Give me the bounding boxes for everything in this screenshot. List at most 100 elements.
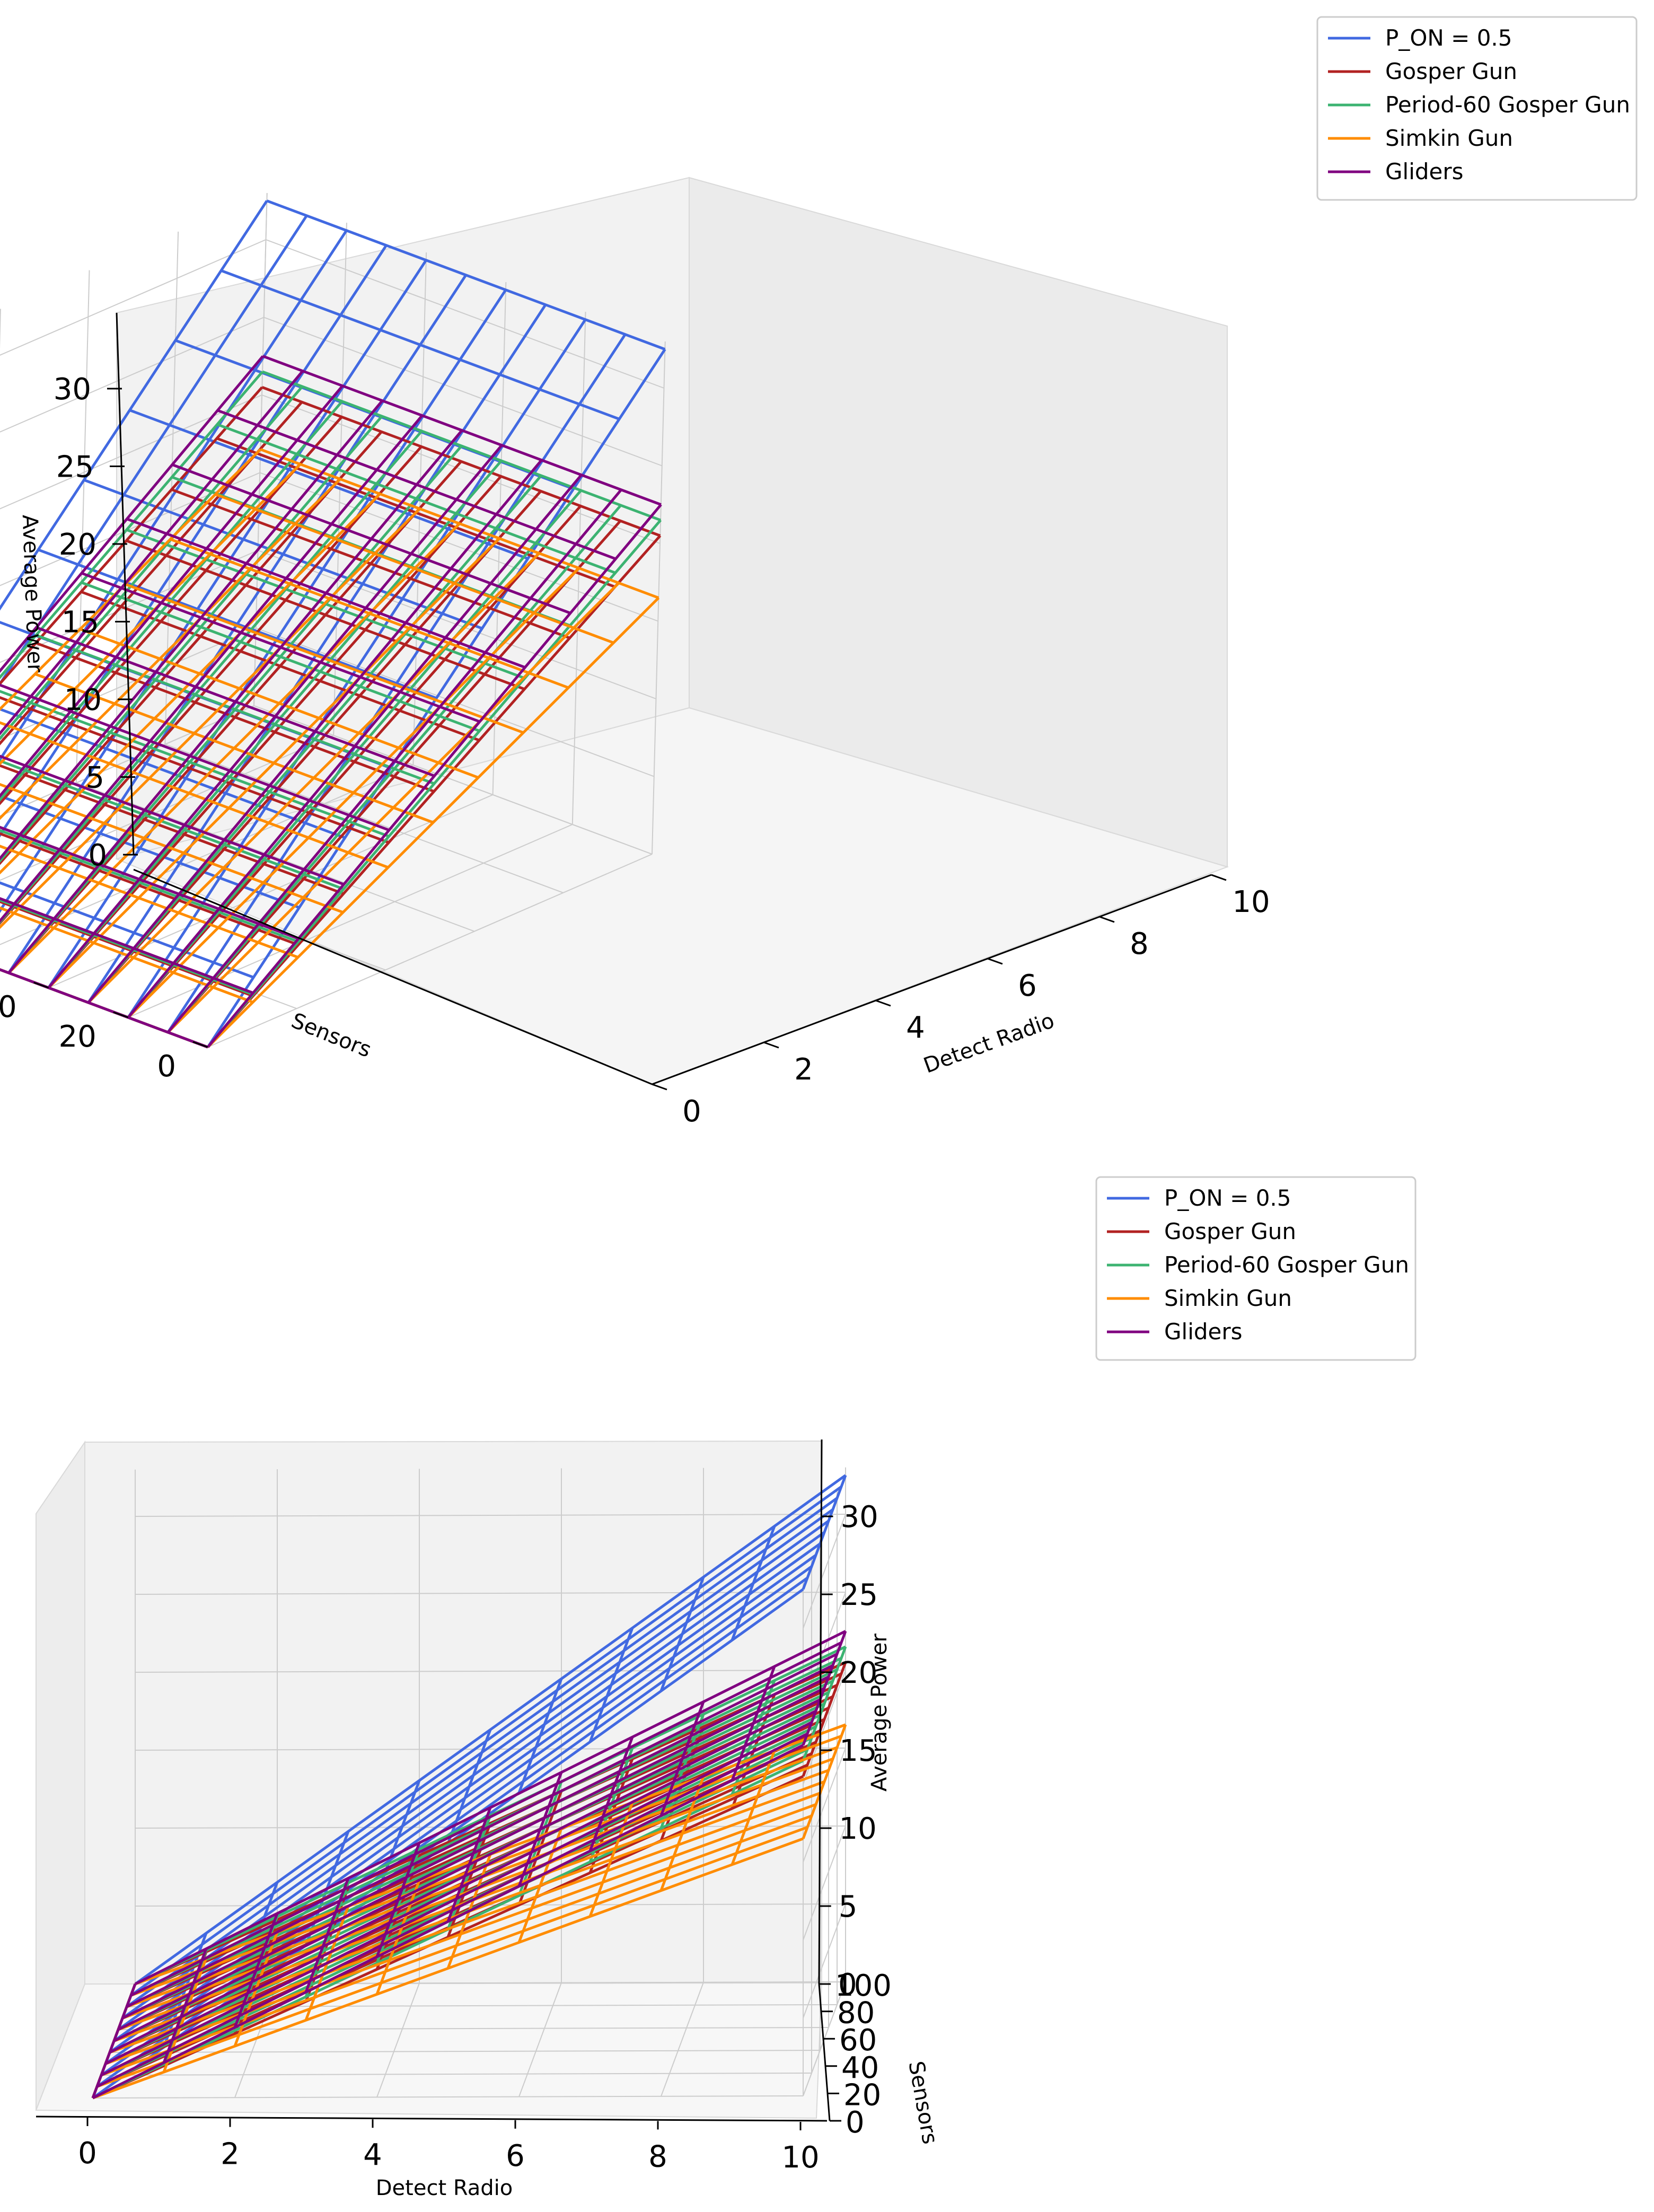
tick-label: 2: [221, 2137, 240, 2172]
tick-label: 80: [837, 1996, 875, 2031]
surfaces-isometric: [0, 199, 666, 1049]
legend-label: Gosper Gun: [1385, 58, 1517, 84]
y-axis-line: [133, 868, 653, 1085]
wire-line: [170, 538, 569, 689]
wire-line: [80, 628, 479, 779]
grid-line: [128, 824, 573, 1018]
tick-mark: [875, 999, 891, 1007]
grid-line: [266, 239, 664, 389]
surface-simkin-gun: [0, 448, 660, 1049]
wire-line: [81, 581, 480, 732]
wire-line: [233, 1913, 279, 2028]
x-axis-label-front: Detect Radio: [376, 2176, 513, 2200]
wire-line: [172, 463, 571, 615]
grid-line: [261, 394, 661, 544]
grid-line: [803, 1748, 846, 1863]
z-axis-label-front: Average Power: [867, 1633, 892, 1791]
tick-mark: [192, 1041, 208, 1048]
grid-line: [92, 2095, 804, 2099]
grid-line: [259, 472, 658, 622]
wire-line: [216, 423, 616, 574]
legend-label: Gliders: [1385, 159, 1464, 185]
chart-isometric: 0510152025300204060801000246810 Detect R…: [0, 16, 1638, 1129]
wire-line: [221, 269, 620, 420]
wire-line: [446, 1807, 492, 1923]
tick-label: 5: [85, 761, 104, 795]
wire-line: [266, 199, 666, 351]
tick-mark: [113, 1011, 129, 1019]
wire-line: [34, 672, 434, 824]
tick-label: 100: [835, 1969, 892, 2003]
tick-label: 20: [843, 2078, 881, 2112]
tick-label: 20: [59, 1020, 96, 1054]
tick-label: 5: [839, 1890, 858, 1924]
wire-line: [83, 478, 483, 630]
tick-label: 8: [648, 2139, 667, 2174]
legend-label: Gliders: [1164, 1319, 1243, 1345]
grid-line: [0, 705, 254, 817]
y-axis-line-front: [818, 1983, 831, 2121]
tick-label: 10: [64, 683, 102, 717]
grid-line: [0, 735, 334, 881]
wire-line: [517, 1828, 563, 1943]
wire-line: [0, 826, 299, 940]
legend-isometric: P_ON = 0.5 Gosper Gun Period-60 Gosper Gun…: [1316, 16, 1638, 201]
wire-line: [731, 1666, 776, 1781]
surface-gliders: [91, 1630, 847, 2100]
grid-line: [376, 1983, 420, 2097]
grid-line: [76, 782, 475, 932]
tick-label: 40: [0, 990, 17, 1024]
legend-label: P_ON = 0.5: [1385, 25, 1512, 51]
surfaces-front: [91, 1474, 847, 2100]
legend-front: P_ON = 0.5 Gosper Gun Period-60 Gosper Gun…: [1095, 1176, 1417, 1361]
wire-line: [162, 1948, 208, 2064]
tick-mark: [1099, 916, 1115, 923]
grid-line: [207, 854, 653, 1048]
tick-mark: [1211, 874, 1227, 881]
wire-line: [81, 572, 480, 723]
tick-label: 0: [88, 838, 107, 873]
tick-label: 30: [841, 1500, 878, 1534]
wire-line: [262, 355, 662, 506]
grid-line: [135, 1670, 846, 1673]
tick-label: 4: [363, 2138, 382, 2172]
tick-label: 20: [59, 528, 96, 562]
wire-line: [802, 1630, 847, 1746]
grid-line: [0, 472, 260, 586]
tick-label: 0: [157, 1049, 176, 1084]
z-axis-label: Average Power: [17, 514, 47, 673]
tick-label: 0: [78, 2136, 97, 2171]
surface-gliders: [0, 355, 662, 1049]
wire-line: [0, 832, 299, 946]
wire-line: [802, 1474, 847, 1590]
grid-line: [253, 705, 653, 855]
tick-label: 15: [839, 1734, 877, 1768]
wire-line: [588, 1802, 634, 1917]
grid-line: [0, 550, 258, 663]
legend-label: Simkin Gun: [1164, 1285, 1292, 1311]
wire-line: [0, 759, 345, 891]
grid-line: [0, 394, 262, 510]
wire-line: [659, 1776, 705, 1891]
tick-mark: [652, 1083, 667, 1091]
z-axis-line-front: [818, 1439, 823, 1985]
grid-line: [803, 1903, 846, 2018]
wire-line: [0, 683, 390, 832]
wire-line: [262, 370, 661, 522]
wire-line: [260, 448, 659, 599]
wire-line: [35, 642, 435, 793]
grid-line: [263, 317, 663, 467]
wire-line: [588, 1736, 634, 1852]
wire-line: [304, 1877, 350, 1993]
wire-line: [171, 488, 570, 639]
grid-line: [135, 1514, 846, 1517]
x-axis-line-front: [36, 2116, 828, 2122]
wire-line: [0, 794, 300, 909]
wire-line: [659, 1701, 705, 1816]
wire-line: [0, 829, 299, 943]
wire-line: [802, 1724, 847, 1839]
grid-line: [661, 1982, 704, 2097]
wire-line: [126, 517, 526, 669]
